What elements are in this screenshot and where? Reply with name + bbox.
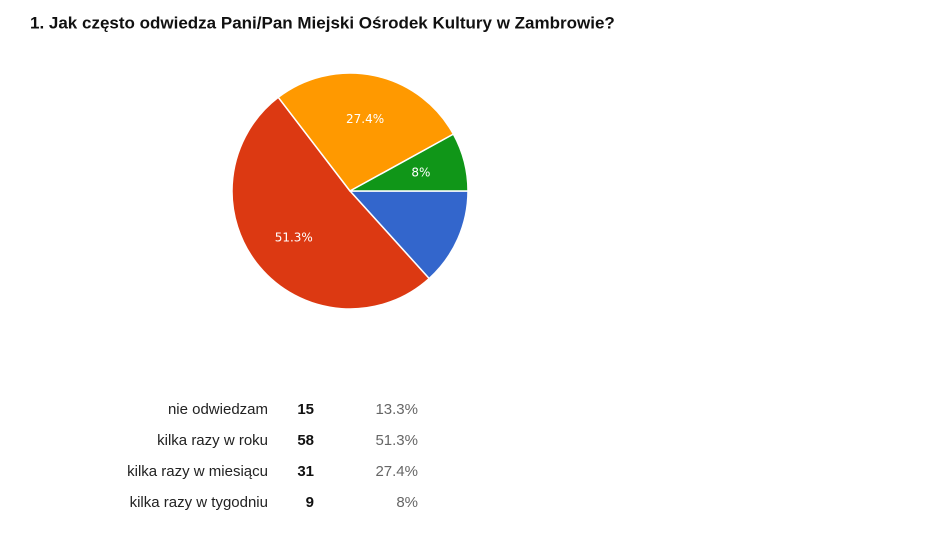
legend-label: kilka razy w miesiącu [127, 463, 268, 480]
legend-label: nie odwiedzam [168, 401, 268, 418]
chart-title: 1. Jak często odwiedza Pani/Pan Miejski … [30, 13, 615, 32]
legend-count: 31 [297, 463, 314, 480]
slice-label: 8% [411, 165, 430, 179]
pie-slice [231, 96, 431, 310]
pie-slice [349, 133, 469, 192]
legend-percent: 51.3% [375, 432, 418, 449]
legend-percent: 27.4% [375, 463, 418, 480]
slice-label: 27.4% [346, 112, 384, 126]
pie-slice [277, 72, 455, 192]
legend-count: 58 [297, 432, 314, 449]
slice-label: 51.3% [275, 230, 313, 244]
legend-label: kilka razy w roku [157, 432, 268, 449]
legend-count: 15 [297, 401, 314, 418]
legend-label: kilka razy w tygodniu [130, 494, 268, 511]
pie-slice [348, 190, 469, 280]
legend-percent: 13.3% [375, 401, 418, 418]
legend-count: 9 [306, 494, 314, 511]
legend-percent: 8% [396, 494, 418, 511]
